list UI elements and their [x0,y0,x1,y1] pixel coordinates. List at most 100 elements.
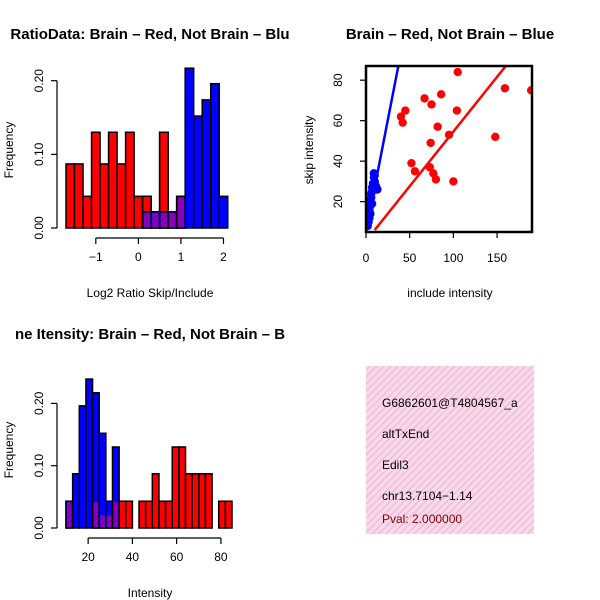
scatter-brain-point [410,167,420,176]
intensity-hist-brain-bar [151,473,160,529]
scatter-y-tick-label: 40 [331,154,345,168]
intensity-histogram-panel: ne Itensity: Brain – Red, Not Brain – B … [2,326,285,600]
ratio-hist-notbrain-bar [201,99,212,229]
scatter-brain-point [491,132,500,142]
intensity-hist-brain-bar [125,500,134,529]
ratio-hist-x-tick-label: −1 [89,250,103,264]
scatter-x-tick-label: 100 [443,251,463,265]
scatter-x-tick-label: 150 [487,251,507,265]
ratio-hist-brain-bar [116,163,127,229]
intensity-hist-x-tick-label: 60 [170,550,184,564]
intensity-hist-brain-bar [138,500,147,529]
intensity-hist-notbrain-bar [85,378,94,529]
scatter-brain-fit-line [373,66,507,231]
intensity-hist-brain-bar [184,473,193,529]
ratio-hist-overlap-bar [169,212,176,227]
intensity-scatter-title: Brain – Red, Not Brain – Blue [346,26,554,43]
scatter-brain-point [420,94,429,103]
intensity-hist-y-tick-label: 0.10 [32,454,46,478]
scatter-x-tick-label: 0 [363,251,370,265]
intensity-histogram-plot: 20 40 60 80 0.00 0.10 0.20 [32,378,233,564]
scatter-y-tick-label: 60 [331,114,345,128]
ratio-hist-y-tick-label: 0.20 [32,69,46,93]
event-info-background [366,366,534,534]
p-value: Pval: 2.000000 [382,512,462,526]
scatter-brain-point [398,118,407,127]
intensity-hist-y-tick-label: 0.20 [32,391,46,415]
scatter-brain-point [433,122,442,131]
intensity-hist-notbrain-bar [71,473,81,529]
scatter-brain-point [431,175,441,184]
ratio-histogram-ylabel: Frequency [2,122,16,179]
intensity-hist-brain-bar [164,500,173,529]
intensity-scatter-ylabel: skip intensity [302,116,316,185]
intensity-hist-overlap-bar [100,515,105,527]
scatter-x-tick-label: 50 [403,251,417,265]
ratio-hist-notbrain-bar [209,82,220,229]
intensity-hist-brain-bar [118,500,127,529]
intensity-scatter-panel: Brain – Red, Not Brain – Blue 0 50 100 150 2… [302,26,554,300]
scatter-y-tick-label: 20 [331,195,345,209]
event-id: G6862601@T4804567_a [382,396,518,410]
ratio-hist-brain-bar [90,131,101,229]
scatter-brain-point [401,106,410,115]
scatter-brain-point [426,138,435,148]
intensity-scatter-xlabel: include intensity [407,286,492,300]
event-info-panel: G6862601@T4804567_a altTxEnd Edil3 chr13… [366,366,534,534]
ratio-hist-brain-bar-top [158,131,169,213]
gene-name: Edil3 [382,458,409,472]
scatter-y-tick-label: 80 [331,73,345,87]
ratio-hist-brain-bar-top [141,195,152,213]
ratio-hist-overlap-bar [143,212,151,227]
ratio-hist-brain-bar [99,163,110,229]
ratio-histogram-xlabel: Log2 Ratio Skip/Include [87,286,214,300]
intensity-hist-notbrain-bar [111,446,120,529]
ratio-hist-notbrain-bar [218,195,229,229]
ratio-histogram-plot: −1 0 1 2 0.00 0.10 0.20 [32,67,229,264]
scatter-plot-area [366,66,532,232]
ratio-hist-x-tick-label: 1 [178,250,185,264]
scatter-frame [364,64,534,234]
scatter-brain-point [526,86,532,95]
intensity-histogram-title: ne Itensity: Brain – Red, Not Brain – B [15,326,285,343]
intensity-scatter-plot: 0 50 100 150 20 40 60 80 [331,64,534,265]
intensity-hist-overlap-bar [106,515,112,527]
ratio-hist-x-tick-label: 2 [220,250,227,264]
scatter-notbrain-fit-line [366,66,400,232]
scatter-brain-point [449,177,458,186]
ratio-hist-notbrain-bar [184,67,195,229]
intensity-hist-brain-bar [198,473,207,529]
intensity-hist-notbrain-bar [78,405,87,529]
ratio-hist-notbrain-bar [192,115,203,229]
scatter-brain-point [452,106,462,115]
ratio-hist-y-tick-label: 0.00 [32,216,46,240]
ratio-hist-brain-bar [133,195,144,229]
ratio-hist-x-tick-label: 0 [135,250,142,264]
intensity-hist-x-tick-label: 40 [126,550,140,564]
intensity-hist-overlap-bar [67,502,72,527]
ratio-hist-brain-bar [124,131,135,229]
intensity-hist-overlap-bar [113,502,119,527]
scatter-brain-point [500,84,510,93]
ratio-hist-brain-bar [73,163,84,229]
scatter-brain-point [436,90,446,99]
intensity-hist-brain-bar [178,446,187,529]
intensity-hist-brain-bar [171,446,180,529]
intensity-hist-x-tick-label: 80 [214,550,228,564]
intensity-hist-notbrain-bar [98,432,107,529]
intensity-hist-brain-bar [158,500,167,529]
ratio-hist-brain-bar [65,163,76,229]
intensity-hist-brain-bar [224,500,233,529]
ratio-hist-overlap-bar [152,212,159,227]
ratio-hist-y-tick-label: 0.10 [32,142,46,166]
intensity-hist-brain-bar [204,473,213,529]
ratio-hist-overlap-bar [160,212,168,227]
genomic-location: chr13.7104−1.14 [382,489,473,503]
intensity-hist-x-tick-label: 20 [81,550,95,564]
ratio-hist-brain-bar [82,195,93,229]
intensity-hist-brain-bar [217,500,227,529]
intensity-hist-y-tick-label: 0.00 [32,516,46,540]
ratio-histogram-title: RatioData: Brain – Red, Not Brain – Blu [10,26,289,43]
scatter-brain-point [427,100,436,109]
